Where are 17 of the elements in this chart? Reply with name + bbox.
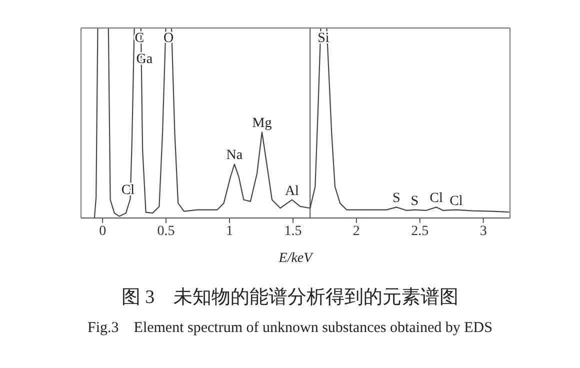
x-tick-label: 3 bbox=[480, 224, 487, 239]
annotation: S bbox=[410, 194, 419, 209]
annotation: Mg bbox=[252, 116, 272, 132]
x-axis-title: E/keV bbox=[278, 251, 314, 266]
x-tick-label: 2.5 bbox=[411, 224, 429, 239]
annotation: Na bbox=[226, 148, 244, 164]
annotation: S bbox=[392, 191, 400, 206]
x-tick-label: 0.5 bbox=[157, 224, 175, 239]
annotation: Cl bbox=[450, 194, 463, 209]
x-tick-label: 0 bbox=[99, 224, 106, 239]
annotation: Cl bbox=[430, 191, 443, 206]
x-tick-label: 1 bbox=[226, 224, 233, 239]
text: 图 3 未知物的能谱分析得到的元素谱图 bbox=[120, 286, 460, 310]
text: Fig.3 Element spectrum of unknown substances obtained by EDS bbox=[86, 319, 494, 337]
x-tick-label: 1.5 bbox=[284, 224, 302, 239]
x-tick-label: 2 bbox=[352, 224, 360, 239]
annotation: Al bbox=[284, 184, 300, 199]
